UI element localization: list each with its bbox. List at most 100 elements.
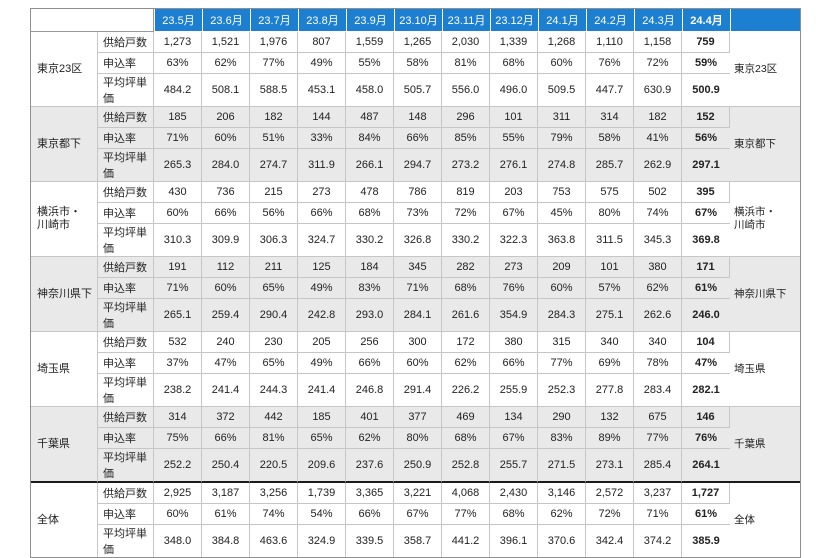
data-cell: 67% xyxy=(682,203,730,224)
table-row: 申込率 37% 47% 65% 49% 66% 60% 62% 66% 77% 69% 78% 47% xyxy=(31,353,800,374)
data-cell: 2,572 xyxy=(586,483,634,504)
data-cell: 266.1 xyxy=(346,149,394,182)
data-cell: 1,110 xyxy=(586,32,634,53)
data-cell: 62% xyxy=(634,278,682,299)
data-cell: 374.2 xyxy=(634,525,682,557)
data-cell: 1,339 xyxy=(490,32,538,53)
data-cell: 3,237 xyxy=(634,483,682,504)
data-cell: 340 xyxy=(586,332,634,353)
metric-label: 平均坪単価 xyxy=(98,74,154,107)
data-cell: 819 xyxy=(442,182,490,203)
data-cell: 69% xyxy=(586,353,634,374)
data-cell: 241.4 xyxy=(202,374,250,407)
data-cell: 284.1 xyxy=(394,299,442,332)
data-cell: 244.3 xyxy=(250,374,298,407)
data-cell: 1,559 xyxy=(346,32,394,53)
table-row: 東京23区 供給戸数 1,273 1,521 1,976 807 1,559 1,265 2,0… xyxy=(31,32,800,107)
data-cell: 146 xyxy=(682,407,730,428)
data-cell: 310.3 xyxy=(154,224,202,257)
data-cell: 203 xyxy=(490,182,538,203)
table-row: 申込率 60% 66% 56% 66% 68% 73% 72% 67% 45% 80% 74% 67% xyxy=(31,203,800,224)
data-cell: 508.1 xyxy=(202,74,250,107)
data-cell: 220.5 xyxy=(250,449,298,483)
data-cell: 71% xyxy=(154,278,202,299)
data-cell: 273.2 xyxy=(442,149,490,182)
data-cell: 81% xyxy=(250,428,298,449)
data-cell: 505.7 xyxy=(394,74,442,107)
data-cell: 1,727 xyxy=(682,483,730,504)
data-cell: 273 xyxy=(490,257,538,278)
region-group: 神奈川県下 供給戸数 191 112 211 125 184 345 282 273 209 101 3… xyxy=(31,257,800,332)
data-cell: 532 xyxy=(154,332,202,353)
region-label-left: 埼玉県 xyxy=(31,332,98,407)
data-cell: 345.3 xyxy=(634,224,682,257)
data-cell: 282 xyxy=(442,257,490,278)
data-cell: 255.7 xyxy=(490,449,538,483)
metric-label: 申込率 xyxy=(98,203,154,224)
data-cell: 250.4 xyxy=(202,449,250,483)
data-cell: 273 xyxy=(298,182,346,203)
column-header-month: 23.8月 xyxy=(298,9,346,32)
region-label-left: 全体 xyxy=(31,483,98,557)
data-cell: 89% xyxy=(586,428,634,449)
data-cell: 66% xyxy=(394,128,442,149)
data-cell: 237.6 xyxy=(346,449,394,483)
data-cell: 75% xyxy=(154,428,202,449)
data-cell: 59% xyxy=(682,53,730,74)
data-cell: 49% xyxy=(298,353,346,374)
table-row: 申込率 60% 61% 74% 54% 66% 67% 77% 68% 62% 72% 71% 61% xyxy=(31,504,800,525)
data-cell: 67% xyxy=(490,203,538,224)
data-cell: 47% xyxy=(202,353,250,374)
data-cell: 3,365 xyxy=(346,483,394,504)
metric-label: 供給戸数 xyxy=(98,107,154,128)
data-cell: 290 xyxy=(538,407,586,428)
table-row: 平均坪単価 310.3 309.9 306.3 324.7 330.2 326.8 330.2… xyxy=(31,224,800,257)
metric-label: 平均坪単価 xyxy=(98,224,154,257)
data-cell: 340 xyxy=(634,332,682,353)
data-cell: 71% xyxy=(154,128,202,149)
data-cell: 77% xyxy=(538,353,586,374)
data-cell: 209 xyxy=(538,257,586,278)
data-cell: 285.4 xyxy=(634,449,682,483)
data-cell: 182 xyxy=(250,107,298,128)
data-cell: 588.5 xyxy=(250,74,298,107)
data-cell: 342.4 xyxy=(586,525,634,557)
region-label-left: 東京23区 xyxy=(31,32,98,107)
data-cell: 441.2 xyxy=(442,525,490,557)
table-row: 神奈川県下 供給戸数 191 112 211 125 184 345 282 273 209 101 3… xyxy=(31,257,800,332)
data-cell: 72% xyxy=(634,53,682,74)
data-cell: 66% xyxy=(346,504,394,525)
supply-data-table: 23.5月 23.6月 23.7月 23.8月 23.9月 23.10月 23.11月 23.… xyxy=(30,8,801,558)
data-cell: 60% xyxy=(154,504,202,525)
metric-label: 供給戸数 xyxy=(98,32,154,53)
data-cell: 252.3 xyxy=(538,374,586,407)
data-cell: 487 xyxy=(346,107,394,128)
data-cell: 2,430 xyxy=(490,483,538,504)
data-cell: 380 xyxy=(634,257,682,278)
data-cell: 502 xyxy=(634,182,682,203)
column-header-month: 24.4月 xyxy=(682,9,730,32)
data-cell: 56% xyxy=(682,128,730,149)
data-cell: 322.3 xyxy=(490,224,538,257)
region-label-left: 神奈川県下 xyxy=(31,257,98,332)
data-cell: 215 xyxy=(250,182,298,203)
data-cell: 61% xyxy=(682,504,730,525)
data-cell: 79% xyxy=(538,128,586,149)
data-cell: 45% xyxy=(538,203,586,224)
data-cell: 283.4 xyxy=(634,374,682,407)
data-cell: 256 xyxy=(346,332,394,353)
data-cell: 67% xyxy=(394,504,442,525)
metric-label: 供給戸数 xyxy=(98,332,154,353)
region-label-right: 埼玉県 xyxy=(730,332,800,407)
data-cell: 2,030 xyxy=(442,32,490,53)
data-cell: 71% xyxy=(634,504,682,525)
data-cell: 85% xyxy=(442,128,490,149)
data-cell: 54% xyxy=(298,504,346,525)
data-cell: 74% xyxy=(634,203,682,224)
data-cell: 206 xyxy=(202,107,250,128)
data-cell: 61% xyxy=(682,278,730,299)
data-cell: 62% xyxy=(346,428,394,449)
data-cell: 77% xyxy=(442,504,490,525)
data-cell: 60% xyxy=(394,353,442,374)
data-cell: 49% xyxy=(298,278,346,299)
